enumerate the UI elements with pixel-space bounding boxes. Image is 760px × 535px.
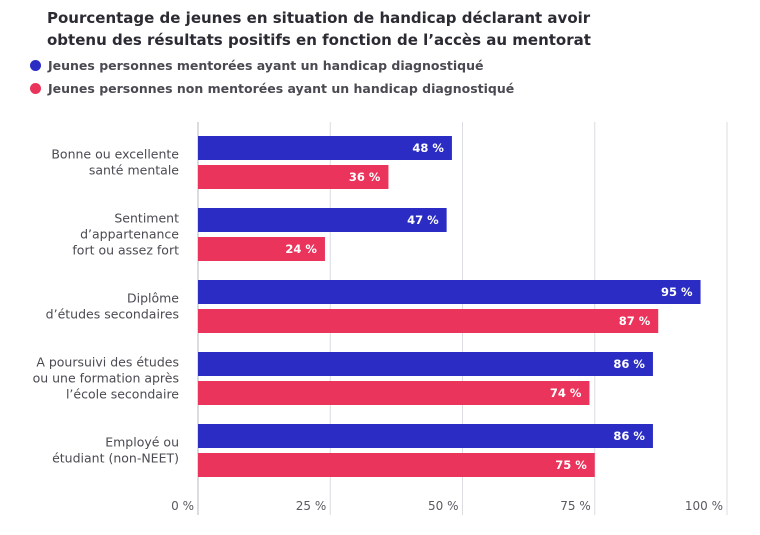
data-label: 87 % — [619, 314, 651, 328]
category-label: d’appartenance — [80, 227, 179, 242]
legend-item-non-mentored: Jeunes personnes non mentorées ayant un … — [30, 81, 514, 96]
bar — [198, 309, 659, 333]
legend-label: Jeunes personnes mentorées ayant un hand… — [48, 58, 484, 73]
x-tick-label: 50 % — [428, 499, 459, 513]
category-label: l’école secondaire — [66, 387, 179, 402]
x-tick-label: 25 % — [296, 499, 327, 513]
bar — [198, 136, 452, 160]
data-label: 24 % — [285, 242, 317, 256]
bar — [198, 280, 701, 304]
bar — [198, 165, 389, 189]
data-label: 86 % — [613, 429, 645, 443]
category-label: étudiant (non-NEET) — [52, 451, 179, 466]
bar — [198, 424, 653, 448]
bar — [198, 237, 325, 261]
category-label: d’études secondaires — [46, 307, 179, 322]
category-label: ou une formation après — [33, 371, 179, 386]
legend-dot-icon — [30, 83, 41, 94]
data-label: 47 % — [407, 213, 439, 227]
chart-title: Pourcentage de jeunes en situation de ha… — [47, 9, 591, 49]
legend-label: Jeunes personnes non mentorées ayant un … — [48, 81, 515, 96]
bar — [198, 453, 595, 477]
category-label: Bonne ou excellente — [51, 147, 179, 162]
data-label: 86 % — [613, 357, 645, 371]
category-label: Diplôme — [127, 291, 179, 306]
data-label: 95 % — [661, 285, 693, 299]
data-label: 74 % — [550, 386, 582, 400]
x-tick-label: 75 % — [560, 499, 591, 513]
category-label: fort ou assez fort — [72, 243, 179, 258]
data-label: 36 % — [349, 170, 381, 184]
category-label: Sentiment — [114, 211, 179, 226]
bar — [198, 352, 653, 376]
bar — [198, 208, 447, 232]
category-label: A poursuivi des études — [36, 355, 179, 370]
legend-item-mentored: Jeunes personnes mentorées ayant un hand… — [30, 58, 484, 73]
category-label: Employé ou — [105, 435, 179, 450]
x-tick-label: 100 % — [685, 499, 723, 513]
bar — [198, 381, 590, 405]
category-label: santé mentale — [89, 163, 179, 178]
data-label: 75 % — [555, 458, 587, 472]
data-label: 48 % — [412, 141, 444, 155]
legend-dot-icon — [30, 60, 41, 71]
x-tick-label: 0 % — [171, 499, 194, 513]
